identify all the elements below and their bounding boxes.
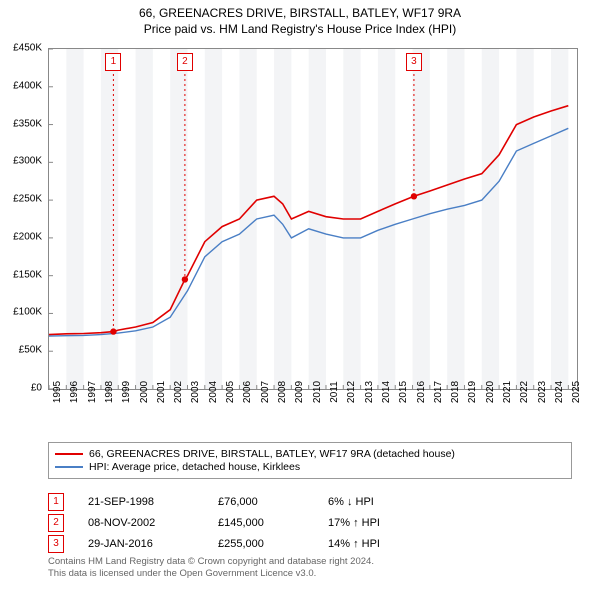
xtick-label: 2003 [190, 381, 201, 403]
sale-date: 21-SEP-1998 [88, 496, 218, 508]
sales-row: 1 21-SEP-1998 £76,000 6% ↓ HPI [48, 493, 558, 511]
xtick-label: 2016 [416, 381, 427, 403]
legend-box: 66, GREENACRES DRIVE, BIRSTALL, BATLEY, … [48, 442, 572, 479]
chart-sale-marker: 1 [105, 53, 121, 71]
xtick-label: 1996 [69, 381, 80, 403]
footer-attribution: Contains HM Land Registry data © Crown c… [48, 556, 374, 580]
title-block: 66, GREENACRES DRIVE, BIRSTALL, BATLEY, … [0, 0, 600, 36]
xtick-label: 2023 [537, 381, 548, 403]
plot-box: 1 2 3 [48, 48, 578, 390]
sale-price: £76,000 [218, 496, 328, 508]
xtick-label: 2002 [173, 381, 184, 403]
ytick-label: £200K [13, 231, 42, 242]
legend-swatch-property [55, 453, 83, 455]
footer-line2: This data is licensed under the Open Gov… [48, 568, 374, 580]
xtick-label: 2007 [260, 381, 271, 403]
ytick-label: £400K [13, 80, 42, 91]
xtick-label: 2020 [485, 381, 496, 403]
sale-pct: 17% ↑ HPI [328, 517, 448, 529]
xtick-label: 2006 [242, 381, 253, 403]
xtick-label: 2008 [277, 381, 288, 403]
xtick-label: 1998 [104, 381, 115, 403]
xtick-label: 2012 [346, 381, 357, 403]
legend-label-property: 66, GREENACRES DRIVE, BIRSTALL, BATLEY, … [89, 448, 455, 460]
xtick-label: 2005 [225, 381, 236, 403]
sales-row: 3 29-JAN-2016 £255,000 14% ↑ HPI [48, 535, 558, 553]
xtick-label: 2018 [450, 381, 461, 403]
sale-date: 29-JAN-2016 [88, 538, 218, 550]
xtick-label: 2009 [294, 381, 305, 403]
ytick-label: £450K [13, 43, 42, 54]
xtick-label: 2019 [467, 381, 478, 403]
sale-price: £255,000 [218, 538, 328, 550]
sale-marker-box: 1 [48, 493, 64, 511]
ytick-label: £0 [31, 383, 42, 394]
ytick-label: £250K [13, 194, 42, 205]
xtick-label: 2004 [208, 381, 219, 403]
legend-row: 66, GREENACRES DRIVE, BIRSTALL, BATLEY, … [55, 448, 565, 460]
chart-area: 123 £0£50K£100K£150K£200K£250K£300K£350K… [48, 48, 576, 408]
sale-marker-box: 2 [48, 514, 64, 532]
ytick-label: £350K [13, 118, 42, 129]
xtick-label: 2024 [554, 381, 565, 403]
xtick-label: 2011 [329, 381, 340, 403]
xtick-label: 2021 [502, 381, 513, 403]
sale-price: £145,000 [218, 517, 328, 529]
sale-date: 08-NOV-2002 [88, 517, 218, 529]
xtick-label: 2022 [519, 381, 530, 403]
legend-swatch-hpi [55, 466, 83, 468]
xtick-label: 2017 [433, 381, 444, 403]
legend-label-hpi: HPI: Average price, detached house, Kirk… [89, 461, 300, 473]
xtick-label: 2010 [312, 381, 323, 403]
sale-pct: 14% ↑ HPI [328, 538, 448, 550]
xtick-label: 2000 [139, 381, 150, 403]
title-address: 66, GREENACRES DRIVE, BIRSTALL, BATLEY, … [0, 6, 600, 20]
chart-sale-marker: 3 [406, 53, 422, 71]
xtick-label: 1995 [52, 381, 63, 403]
xtick-label: 2001 [156, 381, 167, 403]
plot-svg [49, 49, 577, 389]
title-subtitle: Price paid vs. HM Land Registry's House … [0, 22, 600, 36]
ytick-label: £50K [19, 345, 42, 356]
xtick-label: 1999 [121, 381, 132, 403]
xtick-label: 2015 [398, 381, 409, 403]
chart-sale-marker: 2 [177, 53, 193, 71]
sale-pct: 6% ↓ HPI [328, 496, 448, 508]
ytick-label: £100K [13, 307, 42, 318]
ytick-label: £300K [13, 156, 42, 167]
ytick-label: £150K [13, 269, 42, 280]
footer-line1: Contains HM Land Registry data © Crown c… [48, 556, 374, 568]
xtick-label: 1997 [87, 381, 98, 403]
sales-row: 2 08-NOV-2002 £145,000 17% ↑ HPI [48, 514, 558, 532]
sale-marker-box: 3 [48, 535, 64, 553]
xtick-label: 2014 [381, 381, 392, 403]
chart-container: 66, GREENACRES DRIVE, BIRSTALL, BATLEY, … [0, 0, 600, 590]
sales-table: 1 21-SEP-1998 £76,000 6% ↓ HPI 2 08-NOV-… [48, 490, 558, 556]
xtick-label: 2025 [571, 381, 582, 403]
legend-row: HPI: Average price, detached house, Kirk… [55, 461, 565, 473]
xtick-label: 2013 [364, 381, 375, 403]
